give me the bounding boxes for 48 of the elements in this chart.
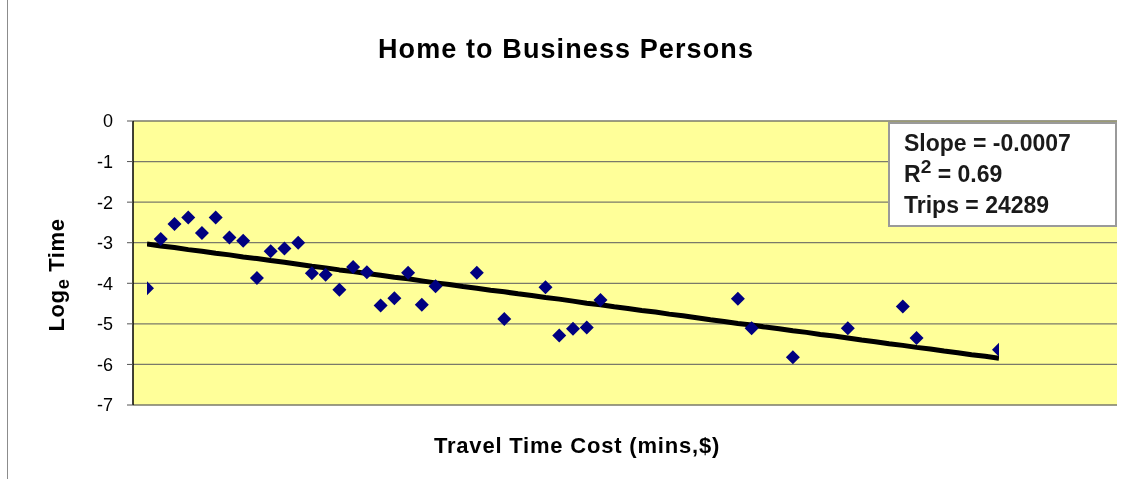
point [552,328,567,343]
point [304,266,319,281]
point [469,265,484,280]
point [332,282,347,297]
annotation: R$^{2}$ = 0.69 [904,156,1004,189]
point [318,267,333,282]
x-axis-title: Travel Time Cost (mins,$) [433,433,721,459]
point [249,271,264,286]
y-tick-label: -7 [96,395,113,416]
point [538,280,553,295]
point [181,210,196,225]
point [744,321,759,336]
chart-title: Home to Business Persons [377,33,755,65]
point [153,232,168,247]
y-tick-label: -5 [96,314,113,335]
point [194,225,209,240]
point [566,321,580,336]
point [414,297,429,312]
point [291,235,306,250]
annotation: Slope = -0.0007 [904,130,1071,156]
annotation: Trips = 24289 [904,191,1051,220]
y-tick-label: -1 [96,151,113,172]
point [593,292,608,307]
point [222,230,237,245]
point [895,299,910,314]
point [373,298,388,313]
point [359,265,374,280]
point [401,265,416,280]
point [909,331,924,346]
point [277,241,292,256]
point [497,311,512,326]
point [428,279,443,294]
point [263,244,278,259]
point [236,233,251,248]
y-tick-label: -4 [96,273,113,294]
y-tick-label: 0 [102,111,113,132]
text-box: Slope = -0.0007 R$^{2}$ = 0.69 Trips = 24289 [888,122,1117,227]
point [167,217,182,232]
y-tick-label: -6 [96,354,113,375]
point [579,320,594,335]
point [840,321,855,336]
point [730,291,745,306]
y-tick-label: -3 [96,233,113,254]
point [208,210,223,225]
point [387,291,402,306]
point [785,350,800,365]
y-tick-label: -2 [96,192,113,213]
point [346,260,361,275]
